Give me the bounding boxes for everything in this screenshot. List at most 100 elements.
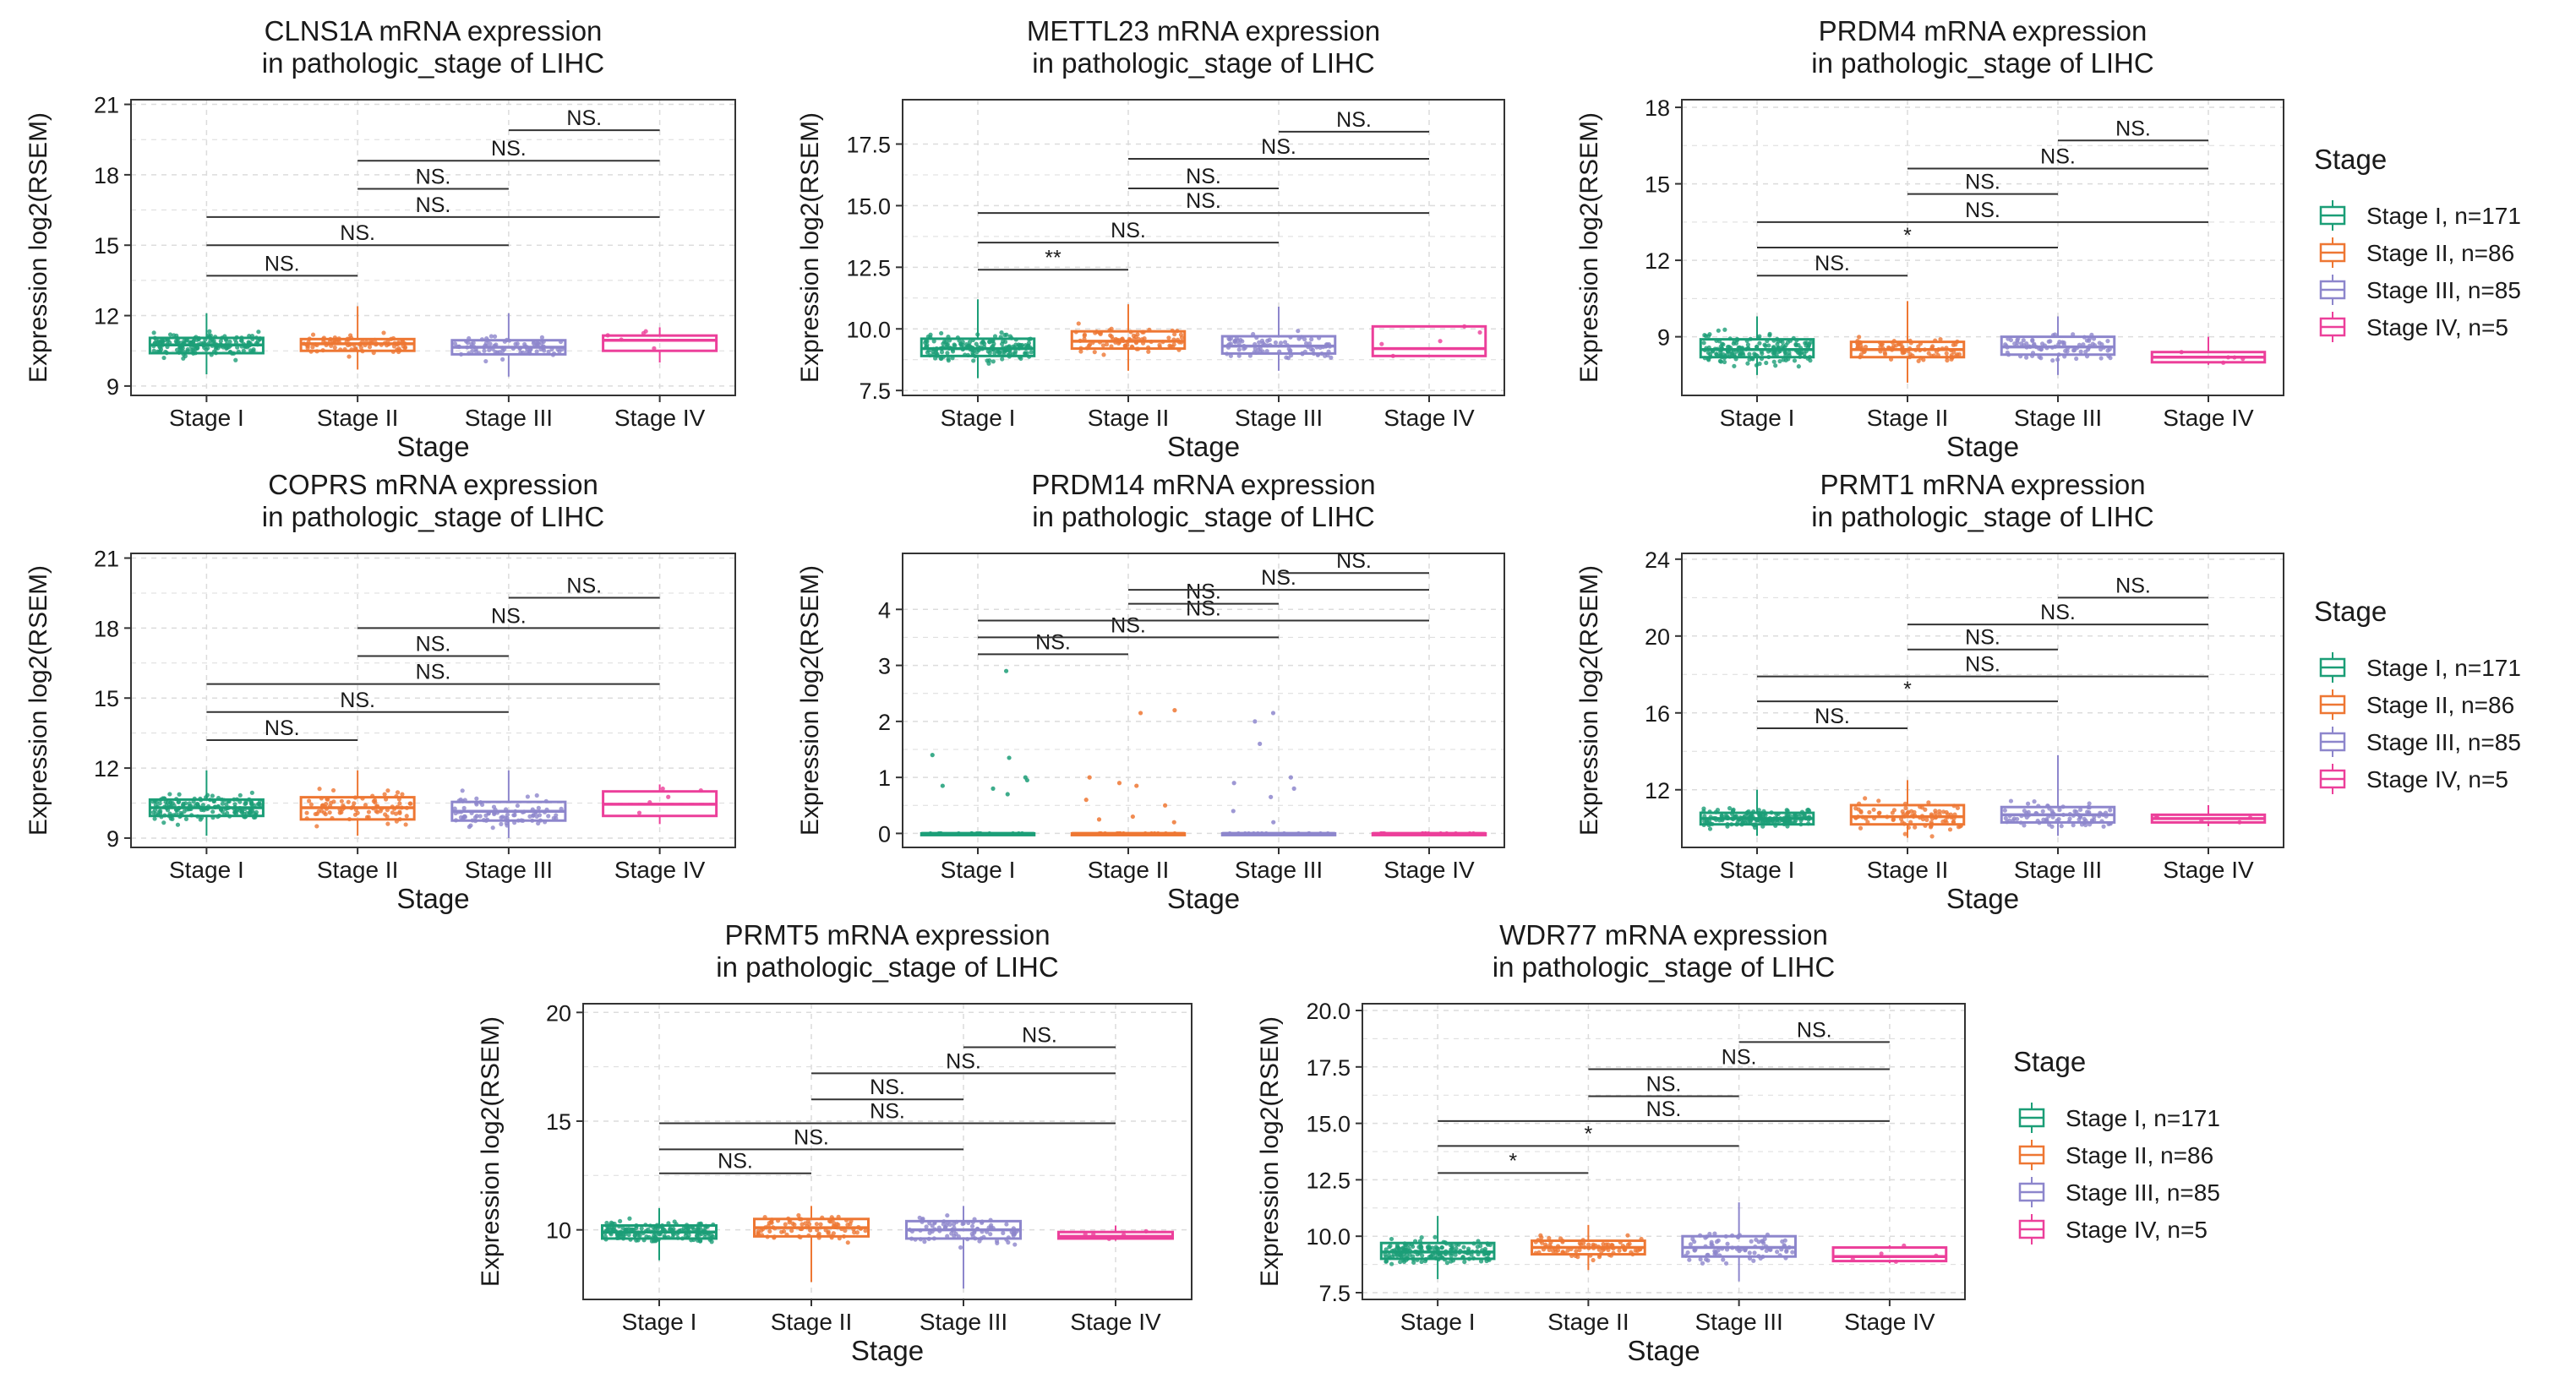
data-point [1777,358,1782,364]
data-point [1722,359,1727,365]
data-point [960,340,965,345]
box-body [602,334,718,352]
data-point [358,345,363,351]
data-point [2023,355,2029,360]
y-axis-title: Expression log2(RSEM) [25,112,52,383]
data-point [1702,819,1707,824]
data-point [1733,340,1739,346]
significance-label: NS. [416,166,451,189]
data-point [225,345,230,351]
data-point [1130,814,1135,820]
data-point [327,810,332,815]
data-point [666,794,671,799]
significance-label: ** [1045,246,1062,270]
x-tick-label: Stage IV [1844,1309,1935,1335]
data-point [1416,1245,1422,1250]
data-point [1703,334,1708,339]
data-point [1131,333,1136,338]
data-point [1951,342,1956,347]
data-point [999,330,1004,335]
data-point [1076,321,1081,326]
x-tick-label: Stage I [941,857,1016,883]
x-axis-title: Stage [1167,883,1240,914]
data-point [188,340,193,345]
x-tick-label: Stage II [1867,857,1949,883]
data-point [1138,711,1143,716]
data-point [531,813,536,818]
data-point [964,341,969,347]
legend-key-icon [2319,652,2346,683]
data-point [1749,1239,1754,1244]
data-point [1720,341,1725,346]
data-point [1271,820,1276,825]
data-point [2015,340,2020,346]
chart-title: PRDM4 mRNA expression [1819,15,2148,46]
data-point [183,801,188,806]
chart-title: in pathologic_stage of LIHC [262,47,604,79]
data-point [153,803,158,808]
box-2 [1849,301,1966,383]
x-tick-label: Stage I [169,405,244,431]
panel-border [130,99,736,396]
x-tick-label: Stage IV [1384,405,1475,431]
data-point [2040,809,2045,814]
data-point [170,816,175,822]
data-point [1784,1249,1789,1254]
data-point [537,813,543,818]
data-point [1723,1261,1729,1266]
data-point [854,1230,860,1235]
data-point [177,792,182,797]
significance-label: NS. [1965,171,2000,194]
legend-key-icon [2319,312,2346,342]
significance-label: NS. [1815,252,1850,275]
data-point [800,1222,805,1227]
data-point [814,1222,819,1227]
data-point [402,346,407,351]
data-point [1411,1254,1416,1259]
significance-label: NS. [1336,549,1372,573]
data-point [1285,356,1291,361]
data-point [947,1222,952,1227]
significance-label: * [1903,224,1912,248]
data-point [756,1231,761,1236]
box-3 [2000,754,2116,836]
data-point [1940,809,1946,814]
data-point [1236,347,1242,352]
data-point [796,1212,801,1218]
data-point [1902,831,1907,836]
box-body [1371,324,1487,357]
data-point [985,349,991,354]
data-point [534,349,539,354]
data-point [2041,817,2046,822]
data-point [1253,719,1258,724]
y-tick-label: 7.5 [1318,1281,1351,1306]
y-tick-label: 17.5 [1306,1055,1351,1081]
x-tick-label: Stage I [1400,1309,1476,1335]
data-point [458,814,464,820]
data-point [1766,343,1771,348]
x-tick-label: Stage II [771,1309,853,1335]
data-point [1767,333,1772,338]
x-tick-label: Stage III [1695,1309,1782,1335]
data-point [2071,348,2077,353]
data-point [161,820,166,825]
box-body [1849,803,1966,826]
data-point [1729,351,1734,357]
data-point [930,1223,935,1228]
data-point [2063,348,2068,354]
data-point [971,358,976,363]
data-point [511,813,516,818]
data-point [1701,806,1706,811]
data-point [479,802,485,808]
data-point [2108,808,2113,813]
data-point [1743,1248,1748,1253]
significance-label: NS. [566,574,602,597]
data-point [2032,341,2037,346]
data-point [2002,808,2007,813]
box-1 [601,1207,718,1261]
legend-label: Stage III, n=85 [2366,277,2521,303]
data-point [1574,1249,1579,1254]
significance-label: NS. [1035,630,1071,654]
